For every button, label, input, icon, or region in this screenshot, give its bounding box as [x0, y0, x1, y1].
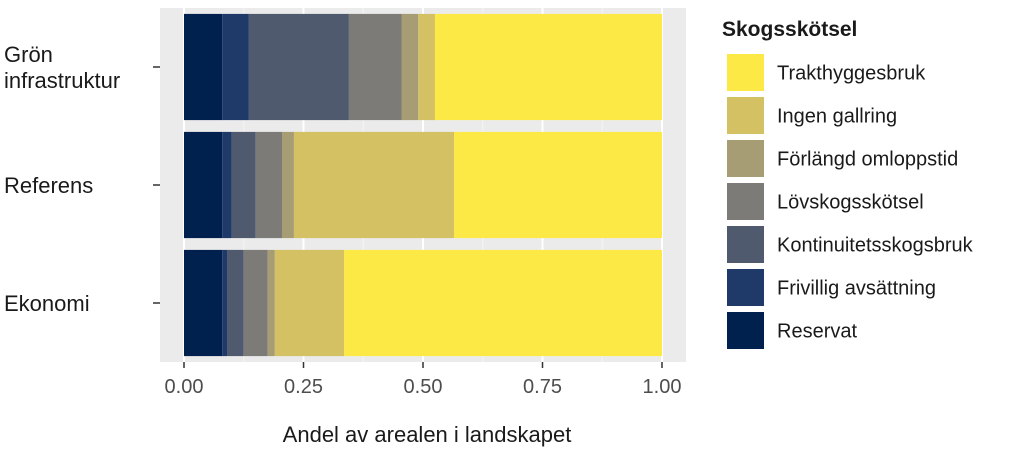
- bar-segment: [243, 249, 268, 357]
- legend-label: Frivillig avsättning: [777, 278, 936, 300]
- legend-label: Förlängd omloppstid: [777, 149, 958, 171]
- bar-segment: [418, 13, 435, 121]
- bar-segment: [184, 249, 223, 357]
- legend-key: [727, 140, 764, 177]
- legend-key: [727, 312, 764, 349]
- bar-segment: [255, 131, 282, 239]
- bar-segment: [344, 249, 662, 357]
- legend-key: [727, 97, 764, 134]
- legend-label: Trakthyggesbruk: [777, 63, 926, 85]
- category-label: Grön infrastruktur: [4, 42, 120, 93]
- x-axis-title: Andel av arealen i landskapet: [283, 422, 572, 447]
- legend-label: Reservat: [777, 321, 857, 343]
- legend-key: [727, 226, 764, 263]
- bar-segment: [293, 131, 455, 239]
- bar-segment: [281, 131, 294, 239]
- bar-segment: [222, 131, 232, 239]
- bar-segment: [454, 131, 662, 239]
- legend-key: [727, 269, 764, 306]
- bars: [184, 13, 662, 357]
- legend-label: Ingen gallring: [777, 106, 897, 128]
- bar-segment: [222, 249, 228, 357]
- legend: Skogsskötsel Trakthyggesbruk Ingen gallri…: [722, 18, 974, 349]
- legend-key: [727, 54, 764, 91]
- x-tick-label: 0.25: [284, 376, 323, 398]
- bar-segment: [267, 249, 275, 357]
- legend-key: [727, 183, 764, 220]
- legend-label: Kontinuitetsskogsbruk: [777, 235, 974, 257]
- legend-label: Lövskogsskötsel: [777, 192, 924, 214]
- bar-segment: [401, 13, 419, 121]
- x-tick-label: 0.75: [523, 376, 562, 398]
- legend-title: Skogsskötsel: [722, 18, 857, 41]
- bar-segment: [222, 13, 249, 121]
- category-label: Ekonomi: [4, 291, 90, 316]
- bar-segment: [184, 131, 223, 239]
- bar-segment: [274, 249, 345, 357]
- category-labels: Grön infrastruktur Referens Ekonomi: [4, 42, 160, 316]
- x-axis: 0.00 0.25 0.50 0.75 1.00: [165, 362, 682, 398]
- x-tick-label: 0.00: [165, 376, 204, 398]
- x-tick-label: 0.50: [404, 376, 443, 398]
- x-tick-label: 1.00: [643, 376, 682, 398]
- bar-segment: [434, 13, 662, 121]
- category-label: Referens: [4, 173, 93, 198]
- bar-segment: [348, 13, 402, 121]
- bar-segment: [227, 249, 244, 357]
- bar-segment: [248, 13, 349, 121]
- bar-segment: [231, 131, 256, 239]
- bar-segment: [184, 13, 223, 121]
